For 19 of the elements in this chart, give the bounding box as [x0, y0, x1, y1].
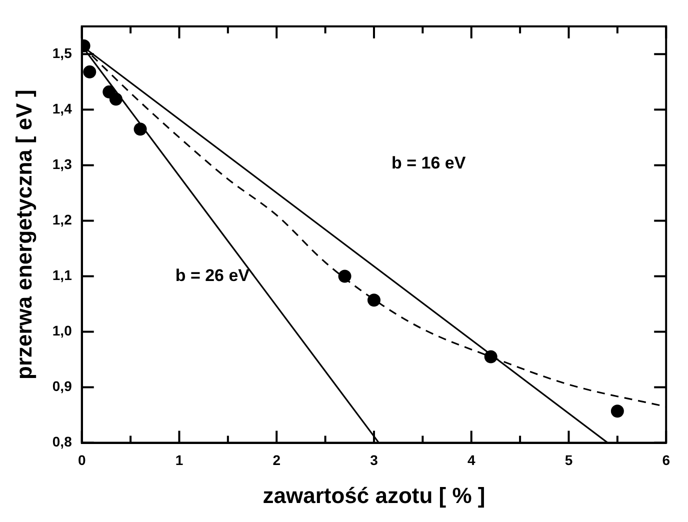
y-tick-label: 1,2 — [52, 212, 72, 228]
x-tick-label: 1 — [175, 452, 184, 468]
y-tick-label: 1,4 — [52, 100, 72, 117]
x-axis-title: zawartość azotu [ % ] — [262, 482, 486, 508]
y-tick-label: 1,0 — [52, 322, 72, 339]
y-tick-label: 1,5 — [52, 45, 72, 62]
y-tick-label: 1,1 — [52, 267, 72, 284]
y-tick-label: 0,9 — [52, 378, 72, 394]
annotation: b = 26 eV — [175, 266, 250, 285]
annotation: b = 16 eV — [392, 154, 466, 172]
x-tick-label: 6 — [662, 452, 670, 468]
x-tick-label: 4 — [467, 452, 476, 468]
x-tick-label: 2 — [272, 452, 281, 468]
x-tick-label: 5 — [564, 452, 573, 468]
y-tick-label: 0,8 — [52, 434, 72, 450]
y-tick-label: 1,3 — [52, 156, 72, 172]
y-axis-title: przerwa energetyczna [ eV ] — [11, 90, 36, 380]
x-tick-label: 3 — [370, 452, 378, 468]
x-tick-label: 0 — [78, 452, 86, 468]
